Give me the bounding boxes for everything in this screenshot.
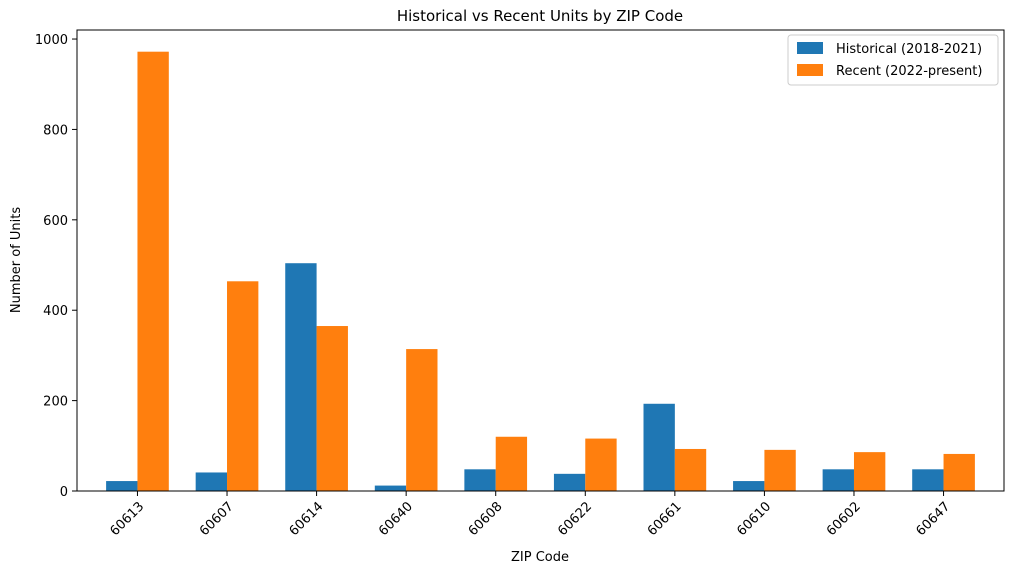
x-axis-title: ZIP Code: [511, 550, 569, 565]
y-tick-label: 200: [43, 395, 68, 410]
bar-recent-60602: [853, 452, 886, 491]
y-tick-label: 800: [43, 123, 68, 138]
bar-historical-60610: [733, 481, 765, 491]
bar-historical-60647: [912, 469, 944, 491]
bars-group: [106, 51, 975, 491]
y-axis: 0 200 400 600 800 1000: [35, 33, 77, 500]
y-axis-title: Number of Units: [9, 207, 24, 313]
bar-recent-60607: [227, 281, 259, 491]
x-tick-label: 60640: [376, 499, 416, 539]
bar-historical-60608: [464, 469, 496, 491]
bar-recent-60640: [406, 349, 438, 491]
bar-historical-60602: [822, 469, 854, 491]
bar-recent-60622: [585, 438, 617, 491]
bar-recent-60661: [674, 448, 707, 491]
legend-label-historical: Historical (2018-2021): [836, 42, 982, 57]
bar-recent-60610: [764, 449, 796, 491]
x-tick-label: 60610: [734, 499, 774, 539]
bar-recent-60613: [137, 51, 169, 491]
legend-swatch-historical: [797, 42, 823, 54]
bar-historical-60614: [285, 263, 317, 491]
chart-title: Historical vs Recent Units by ZIP Code: [397, 7, 683, 25]
legend-label-recent: Recent (2022-present): [836, 64, 982, 79]
bar-recent-60647: [943, 453, 975, 491]
bar-recent-60608: [495, 436, 528, 491]
bar-recent-60614: [316, 326, 348, 491]
x-axis: 60613 60607 60614 60640 60608 60622 60661 60610…: [107, 491, 953, 539]
x-tick-label: 60602: [824, 499, 864, 539]
legend-box: [787, 34, 999, 86]
x-tick-label: 60608: [466, 499, 506, 539]
bar-historical-60661: [643, 403, 675, 491]
y-tick-label: 600: [43, 214, 68, 229]
bar-historical-60613: [106, 481, 138, 491]
y-tick-label: 1000: [35, 33, 68, 48]
plot-frame: [76, 29, 1005, 492]
bar-historical-60622: [553, 473, 586, 491]
x-tick-label: 60613: [107, 499, 147, 539]
bar-historical-60640: [374, 485, 407, 491]
x-tick-label: 60661: [645, 499, 685, 539]
legend-swatch-recent: [797, 64, 823, 76]
x-tick-label: 60614: [287, 499, 327, 539]
x-tick-label: 60622: [555, 499, 595, 539]
x-tick-label: 60647: [914, 499, 954, 539]
y-tick-label: 0: [60, 485, 68, 500]
y-tick-label: 400: [43, 304, 68, 319]
x-tick-label: 60607: [197, 499, 237, 539]
bar-historical-60607: [195, 472, 228, 491]
legend: Historical (2018-2021) Recent (2022-pres…: [787, 34, 999, 86]
